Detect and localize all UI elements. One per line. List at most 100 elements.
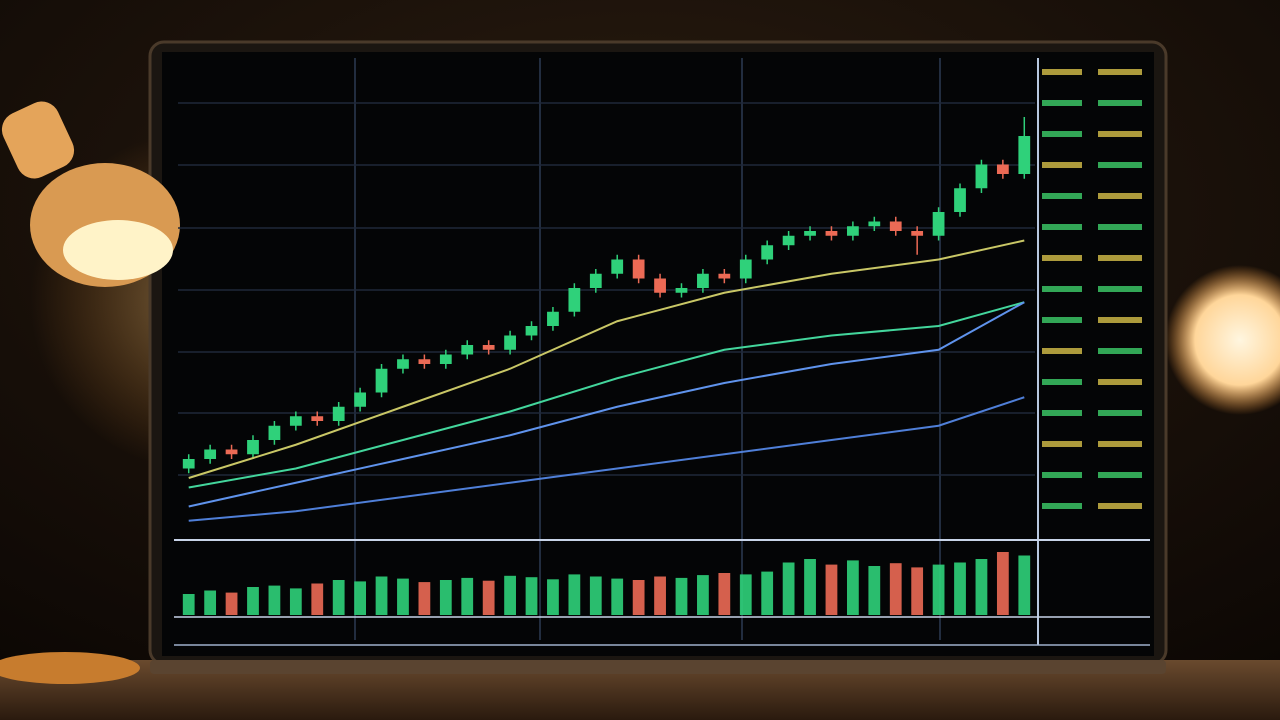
glyph-stub bbox=[1098, 69, 1142, 75]
candle-body bbox=[739, 259, 752, 279]
candle-body bbox=[439, 354, 452, 364]
volume-bar bbox=[268, 585, 281, 615]
volume-bar bbox=[1018, 555, 1031, 615]
volume-bar bbox=[225, 592, 238, 615]
glyph-stub bbox=[1098, 472, 1142, 478]
volume-bar bbox=[868, 566, 881, 615]
volume-bar bbox=[247, 587, 259, 615]
volume-bar bbox=[375, 576, 388, 615]
moving-average-line bbox=[188, 396, 1025, 522]
glyph-stub bbox=[1042, 379, 1082, 385]
volume-bar bbox=[418, 582, 431, 615]
glyph-stub bbox=[1042, 69, 1082, 75]
screen bbox=[162, 52, 1154, 656]
glyph-stub bbox=[1042, 193, 1082, 199]
glyph-stub bbox=[1042, 410, 1082, 416]
glyph-stub bbox=[1042, 503, 1082, 509]
volume-bar bbox=[504, 575, 516, 615]
glyph-stub bbox=[1042, 224, 1082, 230]
glyph-stub bbox=[1042, 286, 1082, 292]
candle-body bbox=[375, 368, 388, 393]
candle-body bbox=[975, 164, 988, 189]
volume-bar bbox=[846, 560, 859, 615]
volume-bar bbox=[889, 563, 902, 615]
candle-body bbox=[589, 273, 602, 288]
volume-bar bbox=[739, 574, 752, 615]
glyph-stub bbox=[1098, 317, 1142, 323]
glyph-stub bbox=[1098, 131, 1142, 137]
glyph-stub bbox=[1098, 441, 1142, 447]
volume-bar bbox=[996, 552, 1009, 615]
volume-bar bbox=[825, 564, 838, 615]
volume-bar bbox=[589, 576, 602, 615]
volume-bar bbox=[204, 590, 217, 615]
candle-body bbox=[247, 440, 259, 455]
glyph-stub bbox=[1042, 255, 1082, 261]
candle-body bbox=[182, 459, 195, 469]
volume-bar bbox=[975, 559, 988, 615]
candle-body bbox=[1018, 136, 1031, 174]
chart bbox=[174, 58, 1150, 646]
volume-bar bbox=[525, 577, 538, 615]
glyph-stub bbox=[1042, 348, 1082, 354]
candle-body bbox=[482, 345, 495, 350]
candle-body bbox=[889, 221, 902, 231]
lamp-base bbox=[0, 652, 140, 684]
volume-bar bbox=[397, 578, 409, 615]
volume-bar bbox=[611, 578, 624, 615]
light-orb bbox=[1165, 265, 1280, 415]
candle-body bbox=[996, 164, 1009, 174]
glyph-stub bbox=[1042, 162, 1082, 168]
volume-bar bbox=[697, 575, 709, 615]
volume-bar bbox=[547, 579, 559, 615]
volume-bar bbox=[568, 574, 581, 615]
candle-body bbox=[761, 245, 774, 260]
candle-body bbox=[846, 226, 859, 236]
glyph-stub bbox=[1098, 503, 1142, 509]
volume-bar bbox=[289, 588, 302, 615]
candle-body bbox=[397, 359, 409, 369]
volume-bar bbox=[675, 577, 688, 615]
candle-body bbox=[932, 212, 945, 236]
candle-body bbox=[354, 392, 367, 407]
candle-body bbox=[461, 345, 474, 355]
lamp-bulb bbox=[63, 220, 173, 280]
glyph-stub bbox=[1042, 100, 1082, 106]
volume-bar bbox=[461, 577, 474, 615]
candle-body bbox=[782, 235, 795, 246]
volume-bar bbox=[182, 594, 195, 615]
volume-bar bbox=[439, 580, 452, 615]
candle-body bbox=[718, 273, 731, 279]
moving-average-line bbox=[188, 301, 1025, 508]
glyph-stub bbox=[1042, 131, 1082, 137]
volume-bar bbox=[332, 580, 345, 615]
glyph-stub bbox=[1098, 410, 1142, 416]
glyph-stub bbox=[1098, 379, 1142, 385]
candle-body bbox=[611, 259, 624, 274]
glyph-stub bbox=[1042, 317, 1082, 323]
volume-bar bbox=[311, 583, 324, 615]
candle-body bbox=[225, 449, 238, 455]
candle-body bbox=[697, 273, 709, 288]
candle-body bbox=[954, 188, 966, 212]
volume-bar bbox=[954, 562, 966, 615]
glyph-stub bbox=[1098, 100, 1142, 106]
candle-body bbox=[289, 416, 302, 426]
laptop-base bbox=[150, 660, 1166, 674]
candle-body bbox=[804, 231, 816, 236]
candle-body bbox=[911, 231, 924, 236]
candle-body bbox=[547, 311, 559, 326]
glyph-stub bbox=[1098, 193, 1142, 199]
volume-bar bbox=[761, 571, 774, 615]
volume-bar bbox=[632, 580, 645, 615]
candle-body bbox=[868, 221, 881, 227]
candle-body bbox=[311, 416, 324, 421]
glyph-stub bbox=[1042, 441, 1082, 447]
volume-bar bbox=[911, 567, 924, 615]
glyph-stub bbox=[1098, 162, 1142, 168]
candle-body bbox=[525, 326, 538, 336]
candle-body bbox=[675, 288, 688, 293]
volume-bar bbox=[654, 576, 666, 615]
glyph-stub bbox=[1042, 472, 1082, 478]
